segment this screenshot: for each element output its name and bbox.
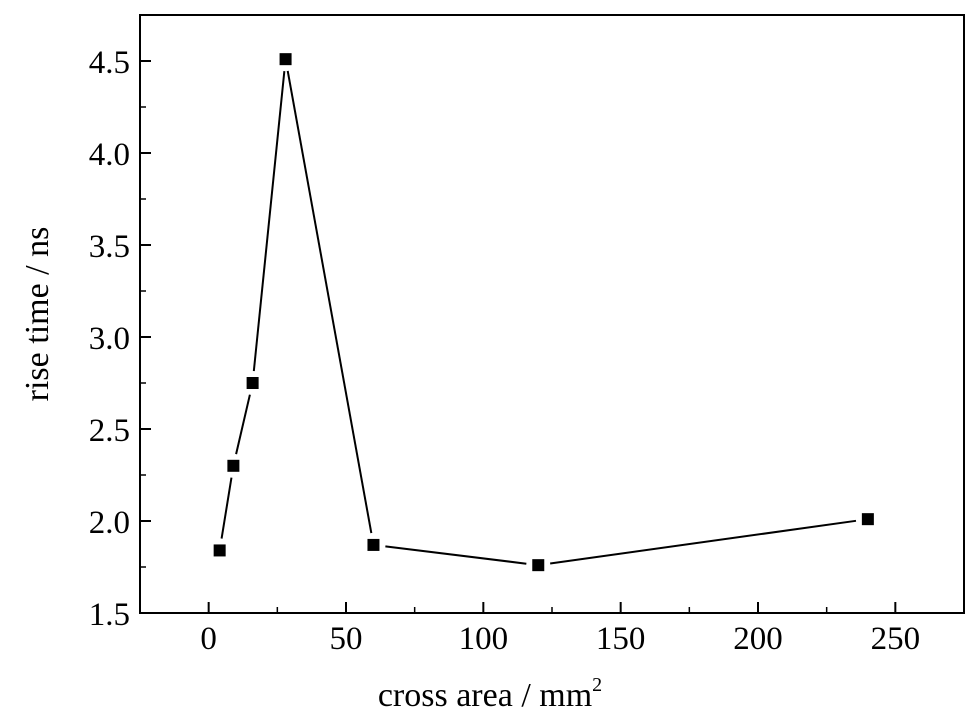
data-point-marker [861, 513, 874, 526]
y-tick-label: 4.5 [89, 45, 130, 81]
y-axis-title: rise time / ns [19, 227, 56, 402]
data-point-marker [227, 459, 240, 472]
x-axis-title: cross area / mm2 [378, 674, 602, 714]
y-tick-label: 2.0 [89, 505, 130, 541]
x-tick-label: 100 [459, 621, 509, 657]
series-markers [213, 53, 874, 572]
series-line-segments [220, 70, 857, 565]
series-line-segment [550, 519, 857, 565]
x-axis-ticks: 0 50 100 150 200 250 [139, 602, 965, 657]
y-tick-label: 1.5 [89, 597, 130, 633]
x-tick-label: 200 [733, 621, 783, 657]
series-line-segment [235, 394, 251, 455]
y-tick-label: 4.0 [89, 137, 130, 173]
series-line-segment [286, 70, 373, 534]
y-tick-label: 3.5 [89, 229, 130, 265]
y-tick-label: 3.0 [89, 321, 130, 357]
data-point-marker [246, 377, 259, 389]
x-tick-label: 250 [871, 621, 921, 657]
data-point-marker [367, 538, 380, 551]
x-tick-label: 50 [330, 621, 363, 657]
data-point-marker [532, 559, 545, 572]
series-line-segment [385, 545, 527, 565]
y-tick-label: 2.5 [89, 413, 130, 449]
y-axis-ticks: 1.5 2.0 2.5 3.0 3.5 4.0 4.5 [89, 14, 151, 633]
x-axis-title-superscript: 2 [592, 674, 602, 696]
series-line-segment [220, 477, 233, 539]
series-line-segment [252, 70, 286, 372]
x-tick-label: 150 [596, 621, 646, 657]
data-point-marker [213, 544, 226, 557]
x-tick-label: 0 [200, 621, 217, 657]
data-point-marker [279, 53, 292, 66]
